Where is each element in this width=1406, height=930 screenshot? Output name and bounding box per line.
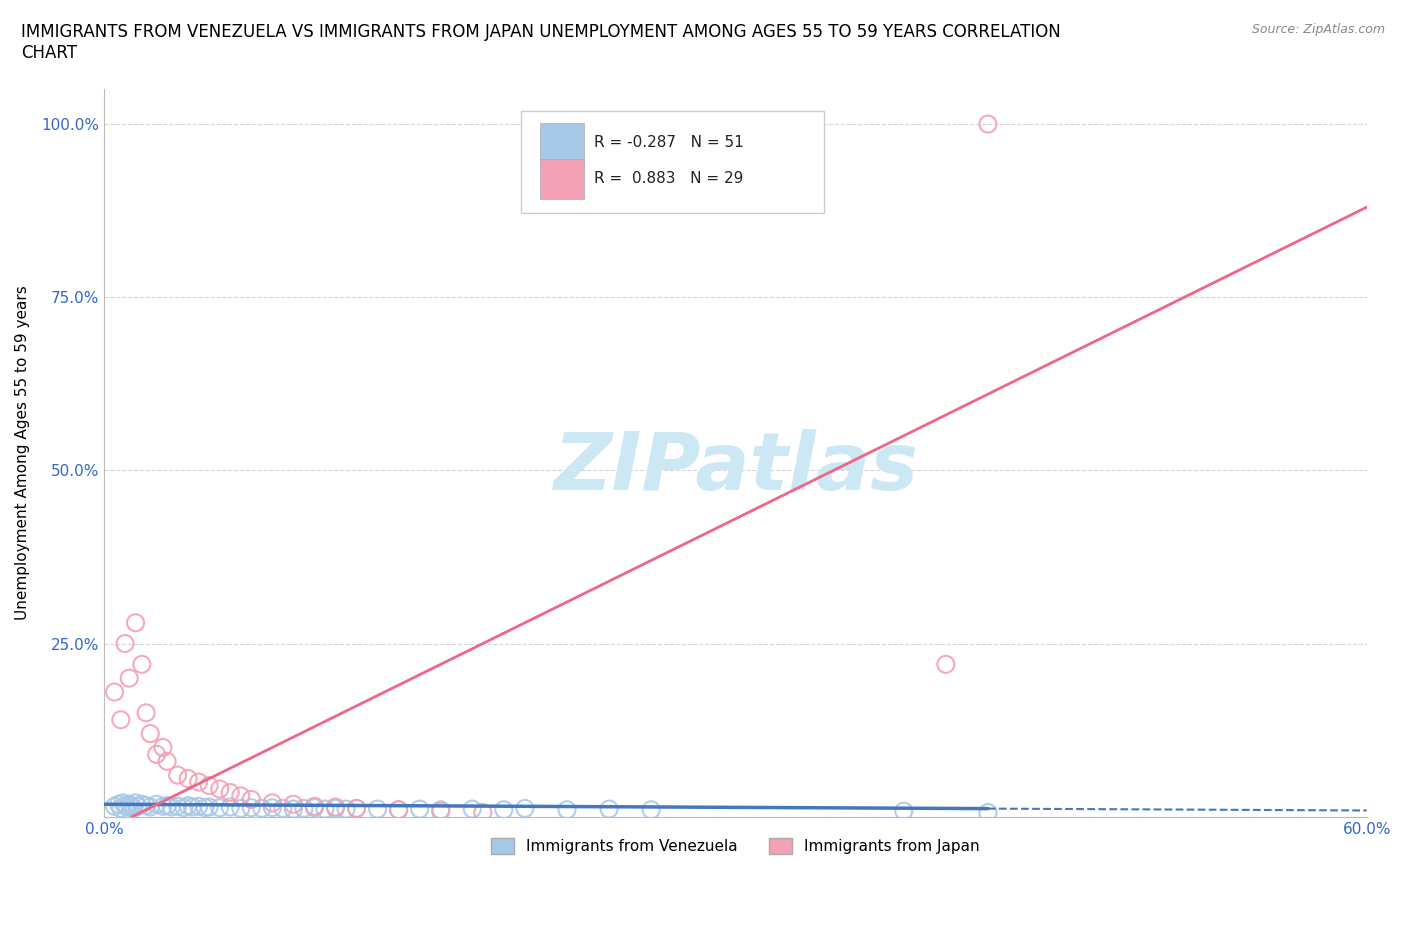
Point xyxy=(208,801,231,816)
Point xyxy=(177,771,200,786)
FancyBboxPatch shape xyxy=(520,112,824,213)
Point xyxy=(304,799,326,814)
Point xyxy=(131,797,153,812)
Point xyxy=(118,671,141,685)
Point xyxy=(640,803,662,817)
Point xyxy=(346,801,368,816)
Point xyxy=(127,799,149,814)
Point xyxy=(555,803,578,817)
Point xyxy=(139,726,162,741)
Point xyxy=(314,802,336,817)
Point xyxy=(122,801,145,816)
Point xyxy=(156,754,179,769)
Point xyxy=(145,797,167,812)
Point xyxy=(388,803,411,817)
Point xyxy=(429,804,451,818)
Point xyxy=(118,797,141,812)
Point xyxy=(977,116,1000,131)
Point xyxy=(166,767,188,782)
Point xyxy=(124,616,146,631)
Point xyxy=(187,799,209,814)
Point xyxy=(194,801,217,816)
Y-axis label: Unemployment Among Ages 55 to 59 years: Unemployment Among Ages 55 to 59 years xyxy=(15,286,30,620)
Point xyxy=(131,657,153,671)
Point xyxy=(935,657,957,671)
Point xyxy=(156,798,179,813)
Point xyxy=(135,798,157,813)
Point xyxy=(124,795,146,810)
Point xyxy=(325,800,347,815)
Point xyxy=(152,799,174,814)
Point xyxy=(388,803,411,817)
Point xyxy=(114,798,136,813)
Point xyxy=(492,803,515,817)
Text: IMMIGRANTS FROM VENEZUELA VS IMMIGRANTS FROM JAPAN UNEMPLOYMENT AMONG AGES 55 TO: IMMIGRANTS FROM VENEZUELA VS IMMIGRANTS … xyxy=(21,23,1062,62)
Point xyxy=(198,778,221,793)
Point xyxy=(111,795,134,810)
Point xyxy=(429,803,451,817)
Point xyxy=(139,800,162,815)
Point xyxy=(408,802,430,817)
Point xyxy=(208,781,231,796)
Point xyxy=(107,797,129,812)
Text: R = -0.287   N = 51: R = -0.287 N = 51 xyxy=(593,135,744,150)
Point xyxy=(513,801,536,816)
Point xyxy=(110,801,132,816)
Point xyxy=(160,800,183,815)
Point xyxy=(292,801,315,816)
Point xyxy=(304,801,326,816)
Point xyxy=(240,792,263,807)
Text: R =  0.883   N = 29: R = 0.883 N = 29 xyxy=(593,171,744,186)
Point xyxy=(335,802,357,817)
Point xyxy=(271,801,294,816)
Point xyxy=(471,805,494,820)
Point xyxy=(177,798,200,813)
Point xyxy=(461,802,484,817)
Point xyxy=(115,800,138,815)
Point xyxy=(173,801,195,816)
Point xyxy=(198,800,221,815)
Point xyxy=(977,805,1000,820)
Point xyxy=(262,801,284,816)
Point xyxy=(262,795,284,810)
Point xyxy=(219,800,242,815)
Point xyxy=(283,797,305,812)
Point xyxy=(598,802,620,817)
Point xyxy=(135,705,157,720)
FancyBboxPatch shape xyxy=(540,159,583,199)
FancyBboxPatch shape xyxy=(540,123,583,163)
Point xyxy=(110,712,132,727)
Point xyxy=(346,801,368,816)
Point xyxy=(283,802,305,817)
Point xyxy=(114,636,136,651)
Point xyxy=(187,775,209,790)
Point xyxy=(103,799,125,814)
Point xyxy=(145,747,167,762)
Text: Source: ZipAtlas.com: Source: ZipAtlas.com xyxy=(1251,23,1385,36)
Point xyxy=(103,684,125,699)
Point xyxy=(152,740,174,755)
Point xyxy=(229,789,252,804)
Text: ZIPatlas: ZIPatlas xyxy=(553,429,918,507)
Point xyxy=(250,801,273,816)
Point xyxy=(240,801,263,816)
Point xyxy=(325,801,347,816)
Legend: Immigrants from Venezuela, Immigrants from Japan: Immigrants from Venezuela, Immigrants fr… xyxy=(485,831,986,860)
Point xyxy=(219,785,242,800)
Point xyxy=(229,801,252,816)
Point xyxy=(367,802,389,817)
Point xyxy=(120,799,142,814)
Point xyxy=(893,804,915,818)
Point xyxy=(181,800,204,815)
Point xyxy=(166,799,188,814)
